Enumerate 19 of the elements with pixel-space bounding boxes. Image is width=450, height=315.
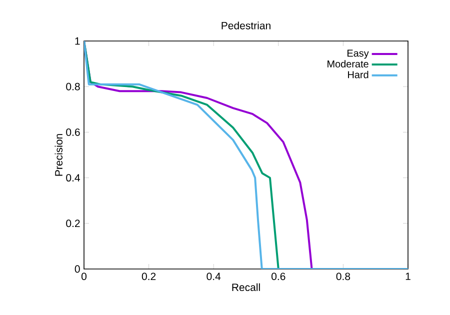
x-axis-title: Recall — [232, 283, 260, 292]
legend-label: Moderate — [328, 60, 368, 68]
y-tick-label: 0.8 — [66, 82, 80, 90]
x-tick-label: 0.2 — [142, 272, 156, 280]
y-tick-label: 0.6 — [66, 128, 80, 136]
x-tick-label: 0.6 — [272, 272, 286, 280]
y-tick-label: 0.4 — [66, 174, 80, 182]
y-tick-label: 1 — [75, 37, 80, 45]
x-tick-label: 1 — [406, 272, 410, 280]
line-series — [84, 40, 408, 269]
y-tick-label: 0.2 — [66, 220, 80, 228]
y-axis-title: Precision — [54, 134, 63, 176]
y-tick-label: 0 — [74, 265, 80, 273]
x-tick-label: 0.8 — [336, 272, 350, 280]
legend-label: Easy — [348, 50, 369, 59]
x-tick-label: 0.4 — [206, 272, 221, 280]
legend-label: Hard — [348, 70, 368, 78]
chart-title: Pedestrian — [222, 22, 270, 30]
x-tick-label: 0 — [81, 272, 86, 280]
